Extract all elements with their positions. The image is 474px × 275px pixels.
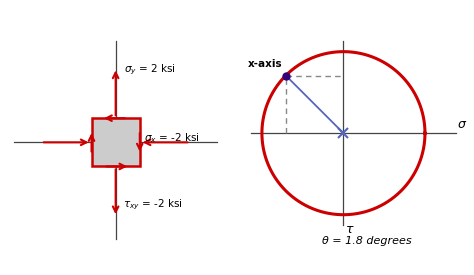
Text: $\tau_{xy}$ = -2 ksi: $\tau_{xy}$ = -2 ksi [123,198,182,212]
Text: $\sigma_x$ = -2 ksi: $\sigma_x$ = -2 ksi [144,131,199,145]
Text: $\sigma_y$ = 2 ksi: $\sigma_y$ = 2 ksi [124,63,176,77]
Text: τ: τ [346,222,354,236]
Text: θ = 1.8 degrees: θ = 1.8 degrees [322,235,411,246]
Text: x-axis: x-axis [248,59,283,69]
Text: σ: σ [457,118,465,131]
Bar [91,118,140,166]
